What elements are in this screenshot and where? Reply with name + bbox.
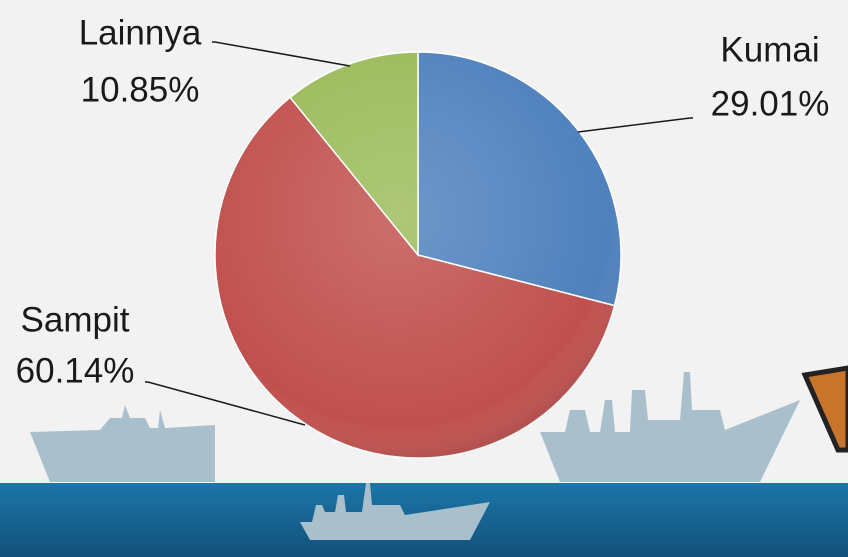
category-label: Lainnya [79, 13, 202, 52]
leader-line [577, 117, 693, 133]
category-label: Sampit [21, 300, 130, 339]
value-label: 29.01% [711, 84, 830, 123]
boat [801, 365, 848, 453]
category-label: Kumai [720, 30, 819, 69]
leader-line [145, 381, 306, 426]
ships-sea [300, 483, 490, 540]
pie [214, 51, 622, 459]
labels: Kumai 29.01% Sampit 60.14% Lainnya 10.85% [16, 13, 830, 426]
leader-line [212, 41, 351, 67]
value-label: 60.14% [16, 351, 135, 390]
value-label: 10.85% [81, 70, 200, 109]
